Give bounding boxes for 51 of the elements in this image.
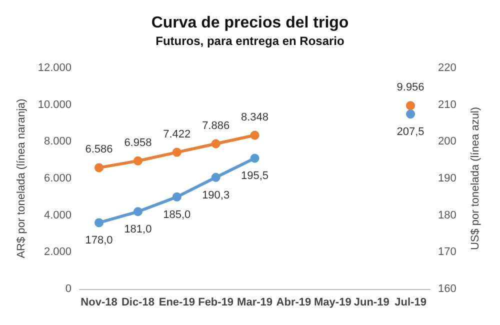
- y-tick-label: 12.000: [38, 62, 72, 74]
- point: [172, 148, 182, 157]
- y-tick-label: 6.000: [44, 172, 72, 184]
- chart-subtitle: Futuros, para entrega en Rosario: [156, 34, 344, 48]
- data-label: 178,0: [85, 234, 113, 247]
- y-tick-label: 8.000: [44, 136, 72, 148]
- x-tick-label: Feb-19: [198, 296, 234, 308]
- data-label: 185,0: [163, 208, 191, 221]
- x-tick-label: May-19: [314, 296, 352, 308]
- y-axis-title: AR$ por tonelada (línea naranja): [16, 98, 28, 258]
- data-label: 7.886: [202, 120, 230, 132]
- x-tick-label: Mar-19: [237, 296, 273, 308]
- point: [250, 154, 260, 163]
- x-tick-label: Dic-18: [121, 296, 154, 308]
- data-label: 7.422: [163, 128, 191, 140]
- data-label: 207,5: [396, 126, 424, 138]
- point: [406, 110, 416, 119]
- y2-tick-label: 210: [438, 98, 456, 111]
- y-tick-label: 0: [65, 283, 72, 295]
- y2-tick-label: 190: [438, 172, 456, 184]
- x-tick-label: Ene-19: [158, 296, 195, 308]
- point: [406, 101, 416, 110]
- point: [94, 218, 104, 228]
- y2-tick-label: 200: [438, 136, 456, 148]
- point: [172, 192, 182, 202]
- data-label: 8.348: [241, 111, 269, 124]
- y-tick-label: 4.000: [44, 209, 72, 222]
- data-label: 9.956: [396, 82, 424, 94]
- point: [133, 156, 142, 166]
- data-label: 6.586: [85, 144, 113, 156]
- y2-tick-label: 180: [438, 209, 456, 222]
- data-label: 195,5: [241, 170, 269, 182]
- data-label: 190,3: [202, 189, 230, 202]
- y2-tick-label: 170: [438, 246, 456, 258]
- x-tick-label: Abr-19: [276, 296, 312, 308]
- y-tick-label: 2.000: [44, 246, 72, 258]
- y2-tick-label: 160: [438, 283, 456, 295]
- point: [211, 172, 220, 182]
- point: [211, 139, 220, 148]
- y2-tick-label: 220: [438, 62, 456, 74]
- point: [133, 207, 142, 216]
- point: [250, 130, 260, 140]
- x-tick-label: Nov-18: [80, 296, 118, 308]
- chart-title: Curva de precios del trigo: [151, 14, 349, 32]
- point: [94, 163, 104, 172]
- x-tick-label: Jun-19: [354, 296, 390, 308]
- y2-axis-title: US$ por tonelada (línea azul): [470, 106, 482, 250]
- x-tick-label: Jul-19: [394, 296, 426, 308]
- y-tick-label: 10.000: [38, 98, 72, 111]
- data-label: 181,0: [124, 224, 152, 236]
- data-label: 6.958: [124, 136, 152, 149]
